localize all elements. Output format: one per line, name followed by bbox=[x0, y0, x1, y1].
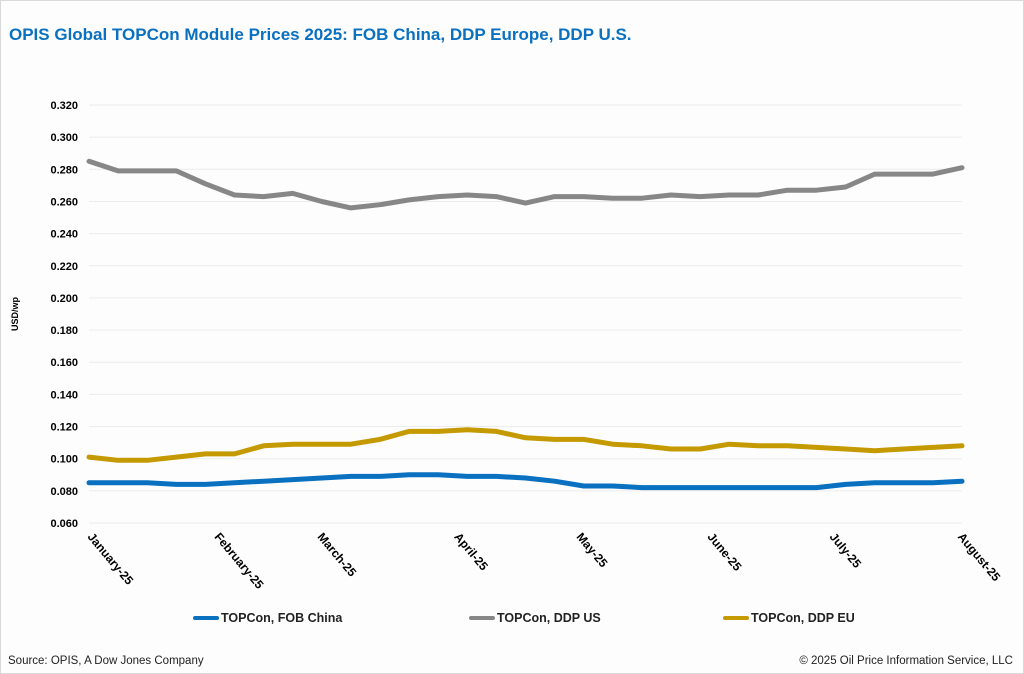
copyright-note: © 2025 Oil Price Information Service, LL… bbox=[799, 655, 1013, 667]
legend-swatch bbox=[193, 616, 219, 620]
y-tick-label: 0.280 bbox=[50, 164, 78, 176]
x-tick-label: August-25 bbox=[955, 530, 1004, 584]
x-tick-label: February-25 bbox=[212, 530, 267, 592]
y-tick-label: 0.240 bbox=[50, 229, 78, 241]
y-tick-label: 0.120 bbox=[50, 422, 78, 434]
legend-item-fob-china: TOPCon, FOB China bbox=[193, 611, 342, 625]
legend-label: TOPCon, DDP US bbox=[497, 611, 601, 625]
series-line-2 bbox=[86, 427, 965, 463]
legend-label: TOPCon, DDP EU bbox=[751, 611, 855, 625]
x-tick-label: May-25 bbox=[574, 530, 611, 570]
y-tick-label: 0.140 bbox=[50, 389, 78, 401]
y-tick-label: 0.160 bbox=[50, 357, 78, 369]
legend-swatch bbox=[469, 616, 495, 620]
series-line-0 bbox=[86, 472, 965, 491]
x-tick-label: January-25 bbox=[85, 530, 137, 588]
y-tick-label: 0.220 bbox=[50, 261, 78, 273]
x-tick-label: June-25 bbox=[705, 530, 745, 574]
y-tick-label: 0.200 bbox=[50, 293, 78, 305]
legend-label: TOPCon, FOB China bbox=[221, 611, 343, 625]
series-line-1 bbox=[86, 158, 965, 211]
y-tick-label: 0.260 bbox=[50, 196, 78, 208]
y-tick-label: 0.300 bbox=[50, 132, 78, 144]
x-tick-label: March-25 bbox=[315, 530, 360, 580]
legend-swatch bbox=[723, 616, 749, 620]
legend-item-ddp-eu: TOPCon, DDP EU bbox=[723, 611, 855, 625]
y-tick-label: 0.080 bbox=[50, 486, 78, 498]
y-tick-label: 0.320 bbox=[50, 100, 78, 112]
y-tick-label: 0.180 bbox=[50, 325, 78, 337]
x-tick-label: April-25 bbox=[451, 530, 491, 573]
legend-item-ddp-us: TOPCon, DDP US bbox=[469, 611, 601, 625]
y-axis-label: USD/wp bbox=[10, 297, 20, 332]
source-note: Source: OPIS, A Dow Jones Company bbox=[8, 655, 204, 667]
y-tick-label: 0.100 bbox=[50, 454, 78, 466]
chart-title: OPIS Global TOPCon Module Prices 2025: F… bbox=[9, 25, 632, 44]
x-tick-label: July-25 bbox=[827, 530, 865, 571]
y-tick-label: 0.060 bbox=[50, 518, 78, 530]
